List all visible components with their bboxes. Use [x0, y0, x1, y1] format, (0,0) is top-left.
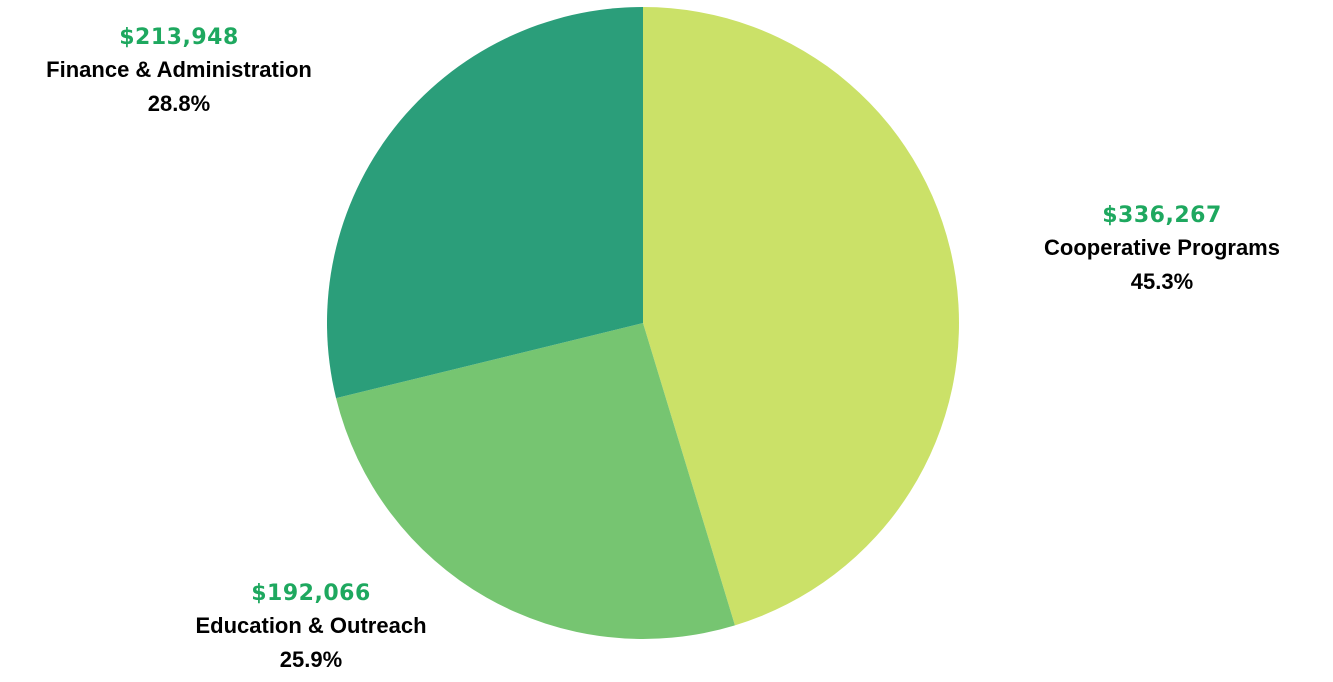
- slice-category-label: Cooperative Programs: [1044, 235, 1280, 260]
- slice-label-education-outreach: $192,066 Education & Outreach 25.9%: [195, 579, 426, 677]
- slice-value-label: $213,948: [119, 25, 239, 50]
- slice-value-label: $192,066: [251, 581, 371, 606]
- slice-label-cooperative-programs: $336,267 Cooperative Programs 45.3%: [1044, 201, 1280, 299]
- slice-value-label: $336,267: [1102, 203, 1222, 228]
- pie-slice-cooperative-programs: [643, 7, 959, 626]
- slice-label-finance-administration: $213,948 Finance & Administration 28.8%: [46, 23, 312, 121]
- pie-slice-education-outreach: [336, 323, 735, 639]
- pie-slice-finance-administration: [326, 7, 643, 399]
- slice-percent-label: 25.9%: [279, 647, 343, 672]
- slice-category-label: Education & Outreach: [195, 613, 427, 638]
- slice-percent-label: 45.3%: [1130, 269, 1194, 294]
- slice-category-label: Finance & Administration: [46, 57, 312, 82]
- slice-percent-label: 28.8%: [147, 91, 211, 116]
